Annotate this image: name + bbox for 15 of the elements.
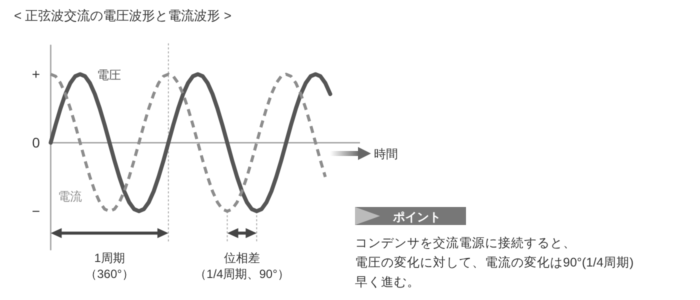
- x-axis-title: 時間: [374, 147, 398, 161]
- text: 位相差: [224, 251, 260, 265]
- text: （1/4周期、90°）: [194, 267, 290, 281]
- text: ポイント: [392, 210, 441, 224]
- series-label: 電圧: [96, 68, 121, 82]
- text: 0: [32, 134, 40, 151]
- text: コンデンサを交流電源に接続すると、: [355, 235, 576, 250]
- text: 電圧の変化に対して、電流の変化は90°(1/4周期): [355, 254, 634, 270]
- text: +: [32, 66, 40, 82]
- text: （360°）: [85, 267, 134, 281]
- text: 早く進む。: [355, 275, 420, 289]
- text: −: [32, 203, 40, 220]
- chart-title: < 正弦波交流の電圧波形と電流波形 >: [14, 8, 232, 23]
- series-label: 電流: [58, 189, 82, 204]
- text: 1周期: [94, 251, 125, 265]
